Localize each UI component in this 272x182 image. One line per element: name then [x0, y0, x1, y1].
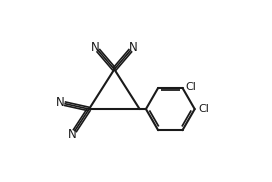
Text: N: N: [56, 96, 65, 109]
Text: Cl: Cl: [186, 82, 197, 92]
Text: Cl: Cl: [198, 104, 209, 114]
Text: N: N: [129, 41, 138, 54]
Text: N: N: [68, 128, 77, 141]
Text: N: N: [91, 41, 100, 54]
